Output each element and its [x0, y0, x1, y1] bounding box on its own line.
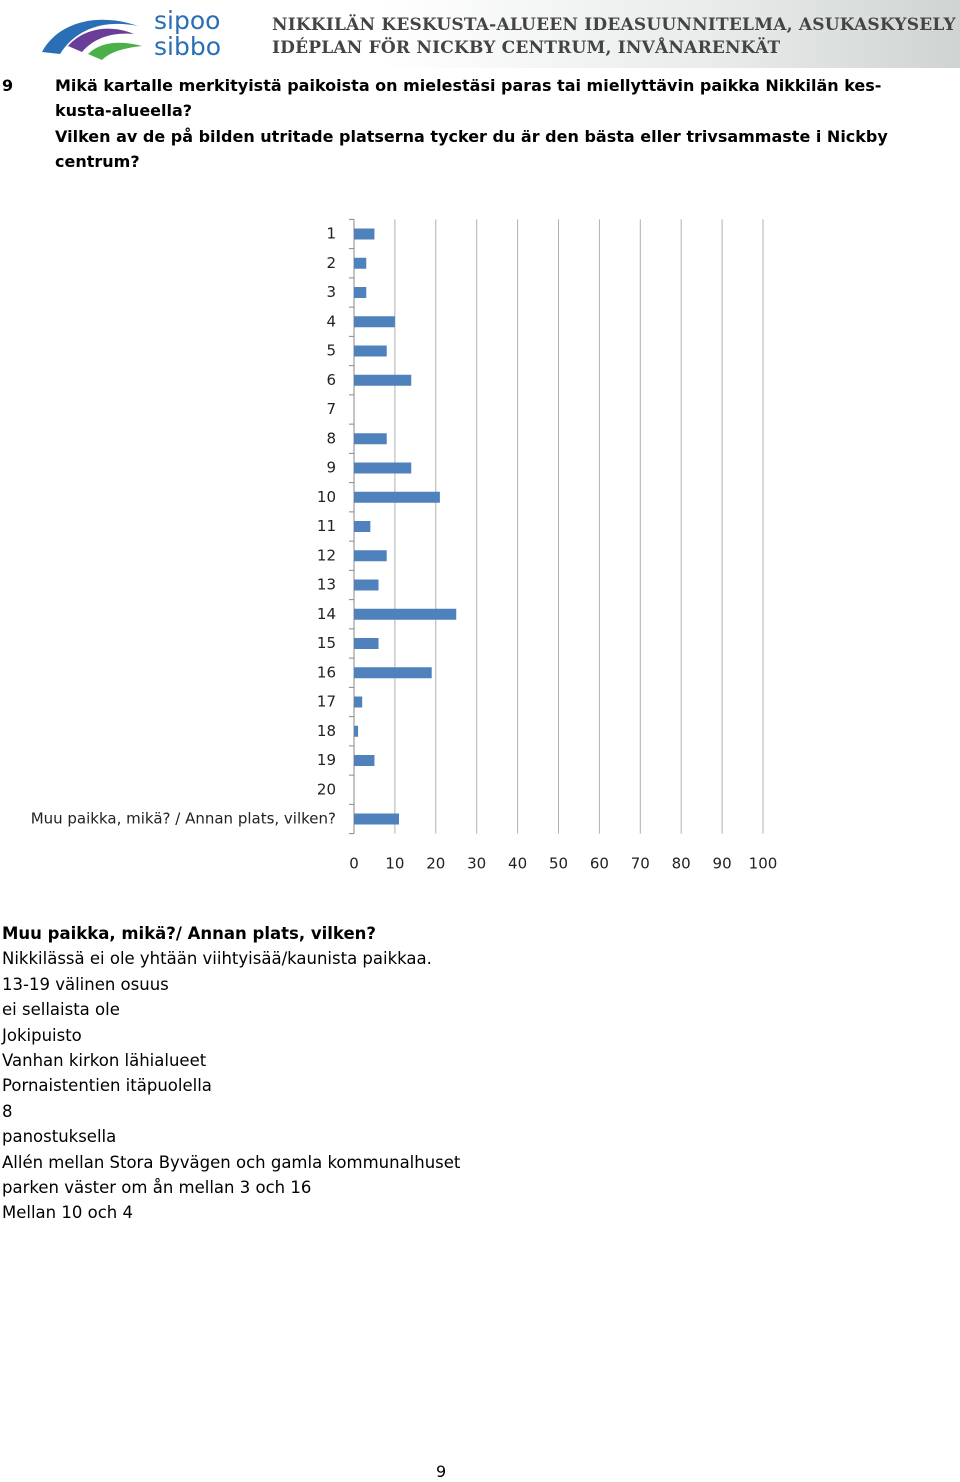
- y-tick-label: 11: [317, 517, 336, 535]
- x-tick-label: 30: [467, 855, 486, 873]
- bar: [354, 696, 363, 708]
- other-answer: ei sellaista ole: [2, 1000, 120, 1020]
- other-answer: 8: [2, 1101, 13, 1121]
- logo-mark: [42, 19, 142, 60]
- other-answer: panostuksella: [2, 1127, 117, 1147]
- chart: 0 10 20 30 40 50 60 70 80 90 100123456789101112131…: [31, 218, 778, 873]
- x-tick-label: 100: [749, 855, 778, 873]
- header-background: [0, 0, 960, 68]
- bar: [354, 374, 412, 386]
- y-tick-label: 12: [317, 546, 336, 564]
- other-answer: Mellan 10 och 4: [2, 1203, 133, 1223]
- y-tick-label: 6: [326, 371, 336, 389]
- x-tick-label: 40: [508, 855, 527, 873]
- x-tick-label: 60: [590, 855, 609, 873]
- y-tick-label: 2: [326, 254, 336, 272]
- y-tick-label: 17: [317, 693, 336, 711]
- y-tick-label: 4: [326, 312, 336, 330]
- bar: [354, 755, 375, 766]
- y-tick-label: 15: [317, 634, 336, 652]
- x-tick-label: 0: [349, 855, 359, 873]
- x-tick-label: 80: [672, 855, 691, 873]
- other-answer: Nikkilässä ei ole yhtään viihtyisää/kaun…: [2, 949, 432, 969]
- y-tick-label: 3: [326, 283, 336, 301]
- bar: [354, 667, 432, 679]
- other-answers: Muu paikka, mikä?/ Annan plats, vilken? …: [2, 921, 460, 1226]
- other-answer: 13-19 välinen osuus: [2, 974, 169, 994]
- page-number: 9: [436, 1462, 447, 1481]
- y-tick-label: 13: [317, 576, 336, 594]
- bar: [354, 579, 379, 591]
- y-tick-label: 1: [326, 225, 336, 243]
- other-answer: Vanhan kirkon lähialueet: [2, 1051, 207, 1071]
- y-tick-label: 18: [317, 722, 336, 740]
- bar: [354, 228, 375, 240]
- y-tick-label: 19: [317, 751, 336, 769]
- bar: [354, 608, 457, 620]
- bar: [354, 638, 379, 649]
- other-answers-heading: Muu paikka, mikä?/ Annan plats, vilken?: [2, 924, 376, 943]
- bar: [354, 491, 440, 503]
- y-tick-label: 8: [326, 429, 336, 447]
- x-tick-label: 20: [426, 855, 445, 873]
- x-tick-label: 10: [385, 855, 404, 873]
- bar: [354, 316, 395, 328]
- other-answer: Pornaistentien itäpuolella: [2, 1076, 212, 1096]
- x-tick-label: 70: [631, 855, 650, 873]
- y-tick-label: 20: [317, 780, 336, 798]
- bar: [354, 521, 371, 532]
- question-line: Vilken av de på bilden utritade platsern…: [55, 126, 888, 146]
- y-tick-label: Muu paikka, mikä? / Annan plats, vilken?: [31, 810, 336, 828]
- header-title: IDÉPLAN FÖR NICKBY CENTRUM, INVÅNARENKÄT: [272, 38, 781, 58]
- y-tick-label: 10: [317, 488, 336, 506]
- bar: [354, 257, 367, 269]
- bar: [354, 813, 399, 825]
- x-tick-label: 50: [549, 855, 568, 873]
- other-answer: Allén mellan Stora Byvägen och gamla kom…: [2, 1152, 461, 1172]
- y-tick-label: 5: [326, 342, 336, 360]
- bar: [354, 287, 367, 298]
- bar: [354, 550, 387, 562]
- question-line: centrum?: [55, 152, 140, 172]
- y-tick-label: 7: [326, 400, 336, 418]
- question-line: Mikä kartalle merkityistä paikoista on m…: [55, 76, 882, 95]
- logo-text: sipoo: [154, 6, 221, 35]
- bar: [354, 433, 387, 445]
- y-tick-label: 14: [317, 605, 336, 623]
- bar: [354, 462, 412, 474]
- other-answer: Jokipuisto: [2, 1025, 82, 1045]
- other-answer: parken väster om ån mellan 3 och 16: [2, 1178, 312, 1198]
- question-line: kusta-alueella?: [55, 101, 193, 121]
- header-title: NIKKILÄN KESKUSTA-ALUEEN IDEASUUNNITELMA…: [272, 15, 956, 35]
- logo-text: sibbo: [154, 32, 222, 61]
- question-number: 9: [2, 76, 14, 95]
- y-tick-label: 16: [317, 663, 336, 681]
- x-tick-label: 90: [713, 855, 732, 873]
- y-tick-label: 9: [326, 459, 336, 477]
- bar: [354, 345, 387, 357]
- bar: [354, 725, 359, 737]
